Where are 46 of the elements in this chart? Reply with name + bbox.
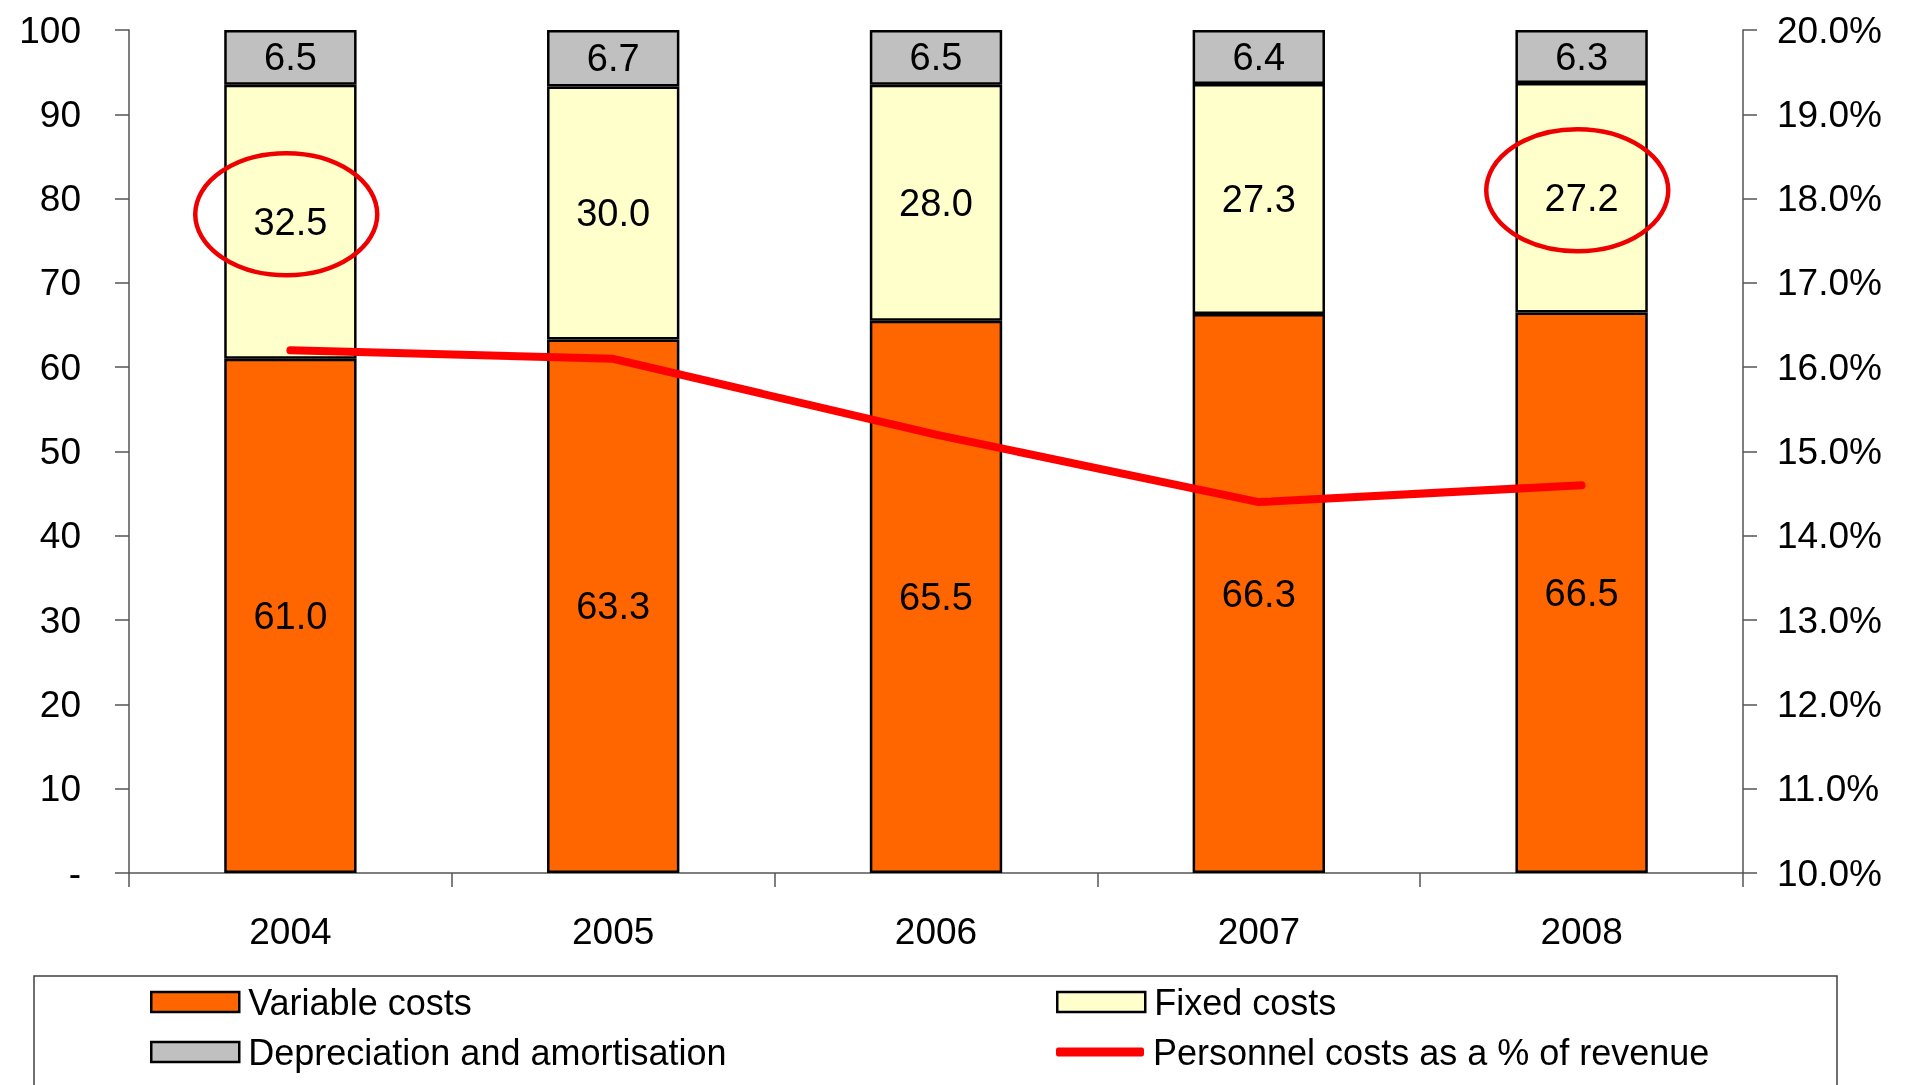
y-tick-label: 10 <box>39 768 81 810</box>
legend-label: Depreciation and amortisation <box>248 1031 727 1073</box>
y2-tick-label: 12.0% <box>1777 683 1882 725</box>
x-tick-label: 2005 <box>572 911 655 952</box>
data-label: 66.3 <box>1221 572 1296 615</box>
y2-tick-label: 10.0% <box>1777 852 1882 894</box>
y-tick-label: 40 <box>39 515 81 557</box>
x-tick-label: 2007 <box>1217 911 1300 952</box>
y2-tick-label: 20.0% <box>1777 9 1882 51</box>
y-tick-label: 30 <box>39 599 81 641</box>
y-tick-label: 100 <box>19 9 81 51</box>
y-tick-label: 20 <box>39 683 81 725</box>
data-label: 61.0 <box>253 594 328 637</box>
x-tick-label: 2006 <box>894 911 978 952</box>
y-tick-label: 80 <box>39 178 81 220</box>
legend-label: Variable costs <box>248 981 472 1023</box>
data-label: 30.0 <box>576 191 651 234</box>
y-tick-label: 90 <box>39 93 81 135</box>
data-label: 32.5 <box>253 200 328 243</box>
legend-label: Fixed costs <box>1154 981 1337 1023</box>
y2-tick-label: 16.0% <box>1777 346 1882 388</box>
data-label: 27.3 <box>1221 178 1296 221</box>
data-label: 28.0 <box>899 181 973 224</box>
y-tick-label: - <box>68 852 81 894</box>
data-label: 6.7 <box>586 37 640 80</box>
data-label: 27.2 <box>1544 176 1619 219</box>
y2-tick-label: 19.0% <box>1777 93 1882 135</box>
data-label: 65.5 <box>899 575 973 618</box>
y2-tick-label: 15.0% <box>1777 431 1882 472</box>
data-label: 6.5 <box>909 36 963 79</box>
y2-tick-label: 18.0% <box>1777 178 1882 220</box>
y2-tick-label: 13.0% <box>1777 599 1882 641</box>
y2-tick-label: 17.0% <box>1777 262 1882 304</box>
data-label: 66.5 <box>1544 571 1619 614</box>
y-tick-label: 50 <box>39 431 81 472</box>
data-label: 6.5 <box>263 36 317 79</box>
legend-label: Personnel costs as a % of revenue <box>1153 1031 1710 1073</box>
data-label: 6.3 <box>1555 35 1609 78</box>
x-tick-label: 2008 <box>1540 911 1623 952</box>
y2-tick-label: 11.0% <box>1777 768 1880 810</box>
y-tick-label: 70 <box>39 262 81 304</box>
data-label: 6.4 <box>1232 35 1286 78</box>
x-tick-label: 2004 <box>249 911 332 952</box>
y2-tick-label: 14.0% <box>1777 515 1882 557</box>
data-label: 63.3 <box>576 585 651 628</box>
y-tick-label: 60 <box>39 346 81 388</box>
